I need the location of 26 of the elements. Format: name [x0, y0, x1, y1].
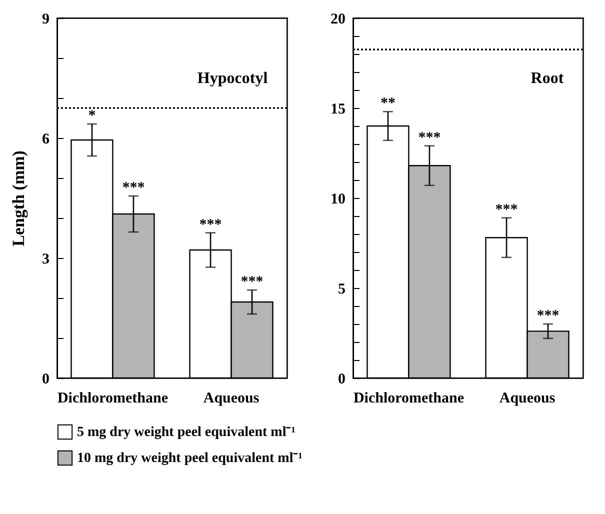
y-tick-label: 9 — [42, 12, 50, 28]
legend-label: 5 mg dry weight peel equivalent ml⁻¹ — [77, 425, 296, 440]
y-tick-label: 5 — [338, 282, 346, 298]
data-label: *** — [418, 130, 441, 146]
legend-label: 10 mg dry weight peel equivalent ml⁻¹ — [77, 451, 302, 466]
y-tick-label: 20 — [330, 12, 346, 28]
data-label: *** — [240, 274, 264, 290]
data-label: *** — [122, 180, 145, 196]
data-label: *** — [199, 216, 222, 233]
y-tick-label: 3 — [42, 252, 50, 268]
data-label: *** — [495, 202, 518, 218]
text: Root — [530, 70, 564, 87]
y-tick-label: 0 — [338, 372, 346, 388]
x-tick-label: Dichloromethane — [353, 390, 464, 406]
y-tick-label: 15 — [330, 102, 346, 118]
data-label: ** — [380, 96, 396, 112]
y-tick-label: 6 — [42, 132, 50, 148]
y-axis-title: Length (mm) — [9, 150, 28, 246]
text: Hypocotyl — [197, 70, 268, 87]
x-tick-label: Aqueous — [203, 390, 260, 406]
y-tick-label: 0 — [42, 372, 50, 388]
data-label: * — [88, 108, 96, 124]
x-tick-label: Dichloromethane — [57, 390, 168, 406]
y-tick-label: 10 — [330, 192, 346, 208]
data-label: *** — [536, 308, 560, 324]
x-tick-label: Aqueous — [499, 390, 556, 406]
